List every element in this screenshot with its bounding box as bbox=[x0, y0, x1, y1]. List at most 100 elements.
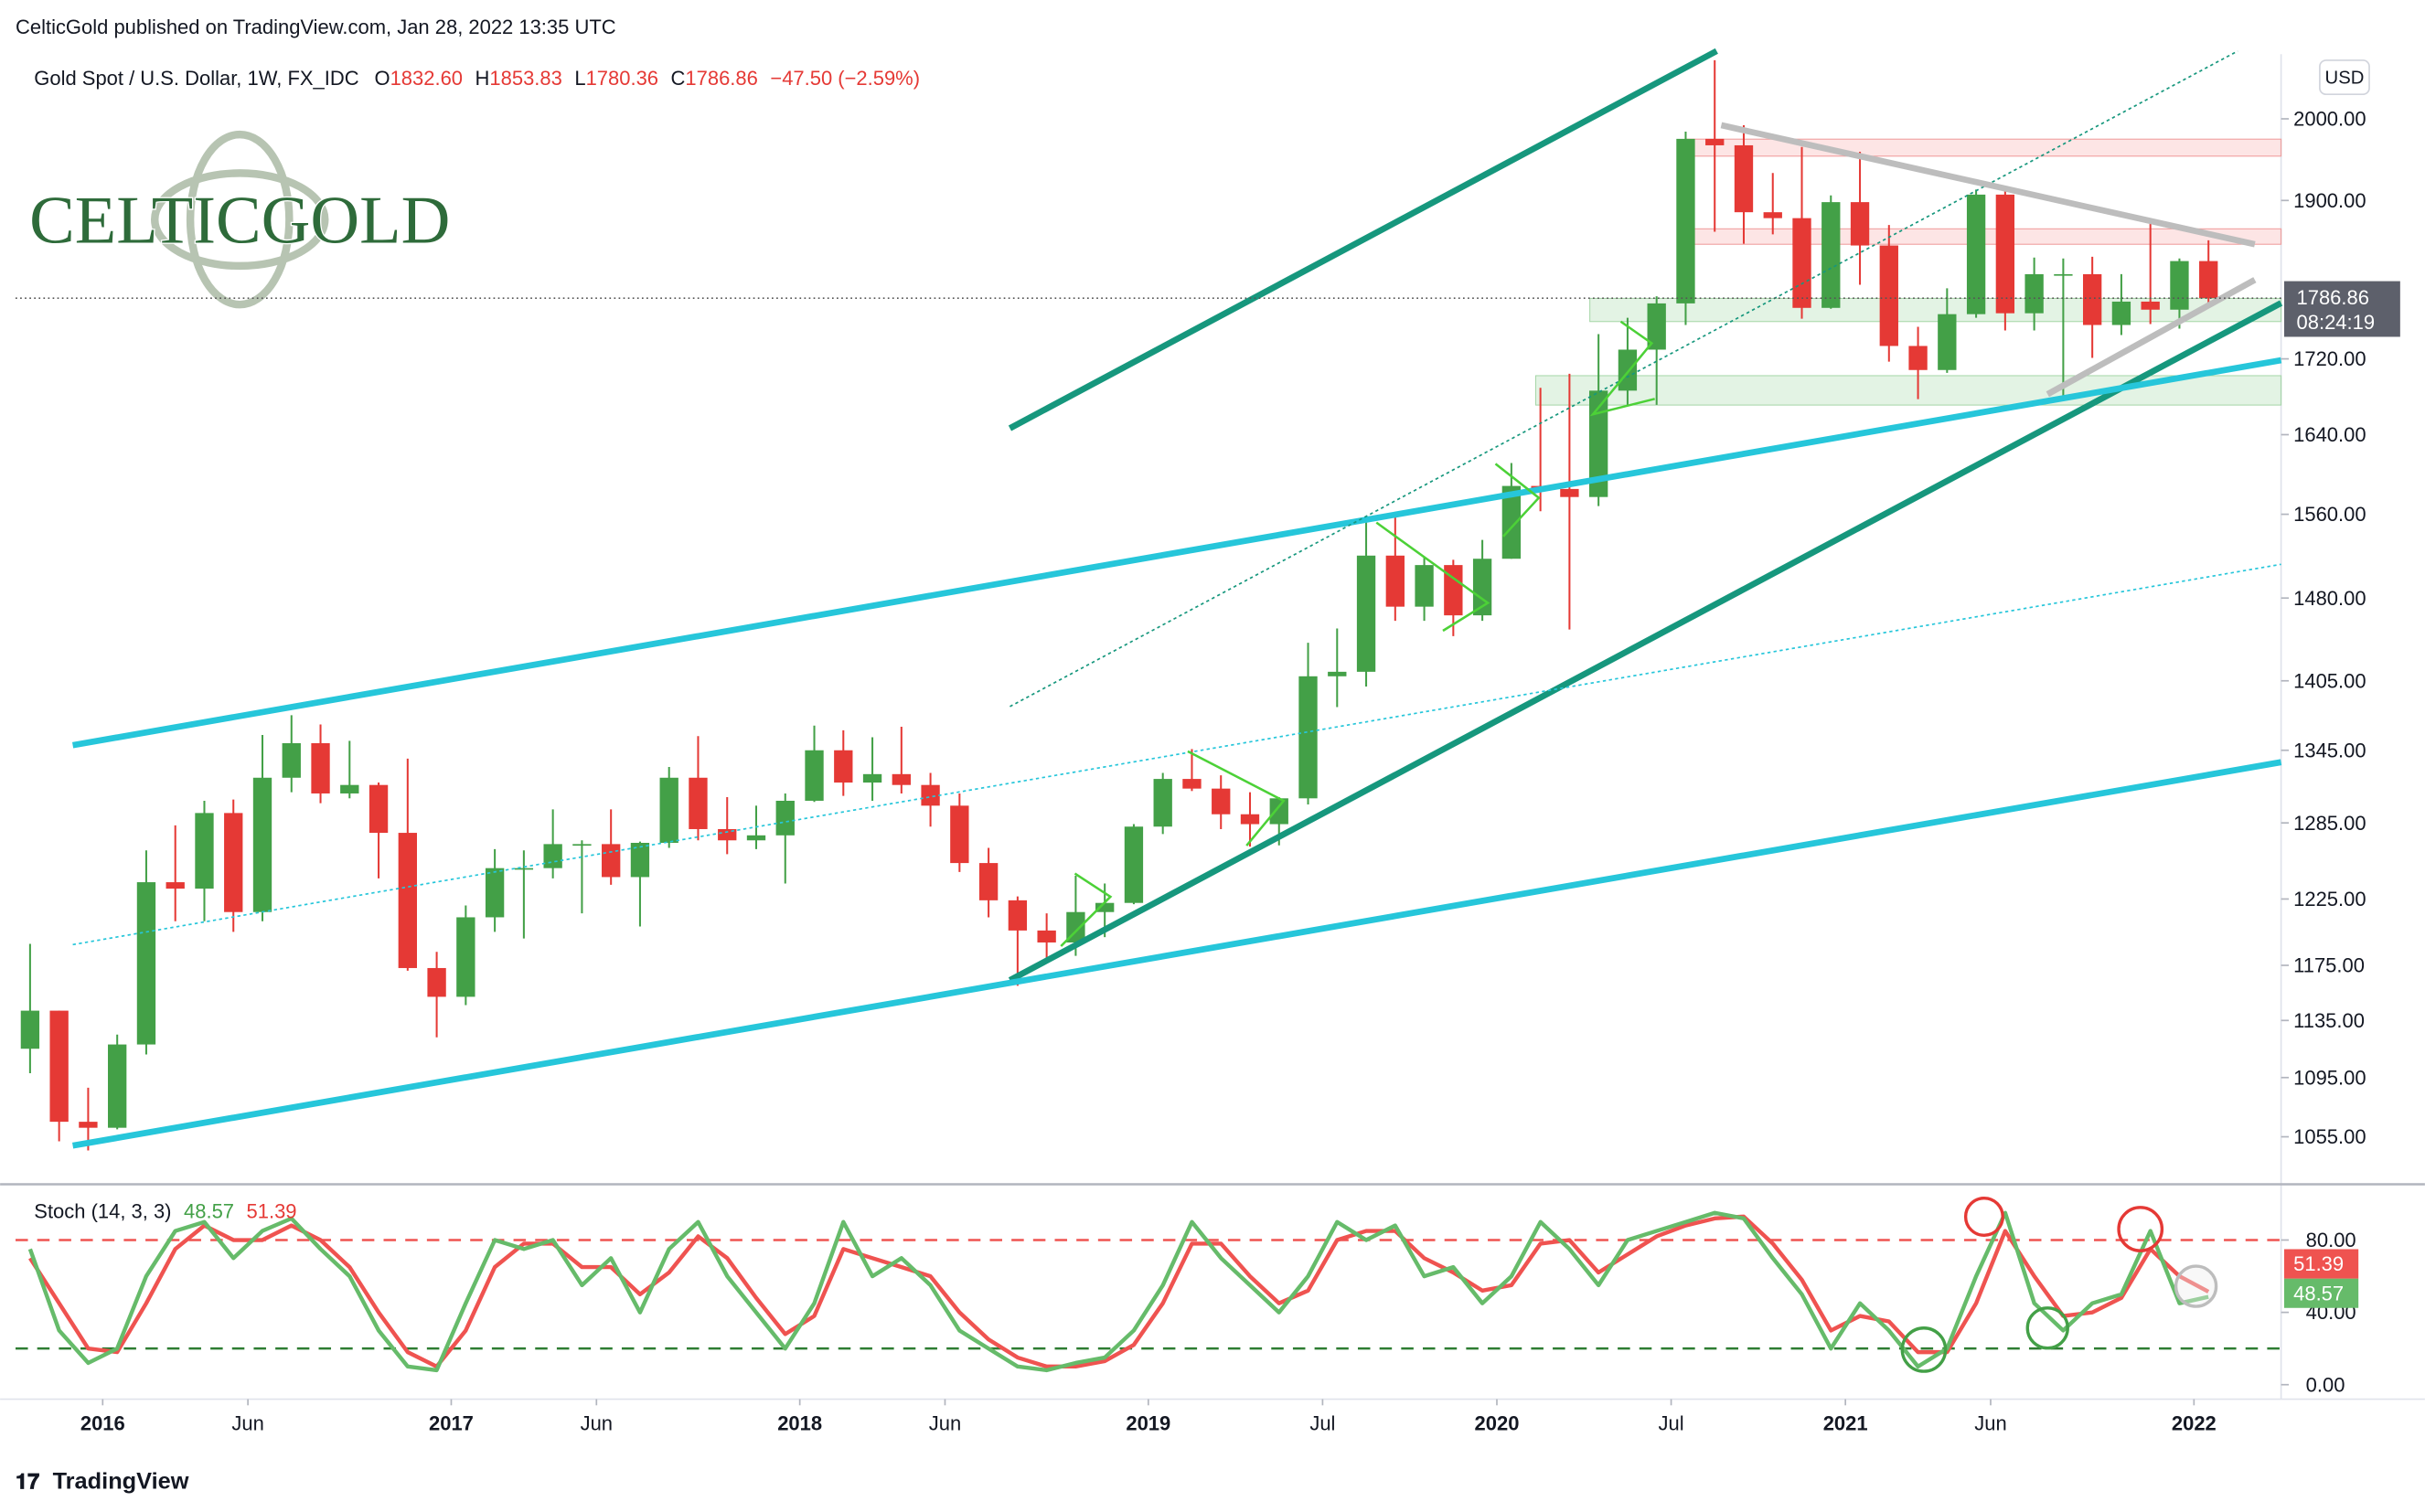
candle-body bbox=[2170, 261, 2189, 310]
stoch-markers bbox=[1900, 1196, 2218, 1373]
candle-body bbox=[1501, 485, 1522, 559]
candle-body bbox=[862, 773, 882, 783]
candle-body bbox=[1588, 390, 1608, 497]
pattern bbox=[1187, 750, 1286, 847]
y-tick-label: 1560.00 bbox=[2293, 503, 2366, 526]
x-tick-label: 2020 bbox=[1475, 1411, 1520, 1434]
pattern bbox=[1375, 521, 1490, 633]
pattern bbox=[1494, 463, 1541, 538]
candle-body bbox=[1850, 202, 1870, 246]
y-tick-label: 1135.00 bbox=[2293, 1009, 2365, 1032]
channel-line bbox=[71, 357, 2282, 749]
candle-body bbox=[2141, 301, 2160, 310]
candle-body bbox=[1444, 565, 1463, 616]
ohlc-key: O bbox=[375, 67, 390, 90]
trend-line bbox=[1008, 48, 1718, 431]
candle-body bbox=[2082, 273, 2102, 325]
series-title: Gold Spot / U.S. Dollar, 1W, FX_IDC bbox=[34, 67, 358, 90]
x-tick-label: 2022 bbox=[2172, 1411, 2217, 1434]
candle-body bbox=[718, 828, 737, 841]
y-tick-label: 1175.00 bbox=[2293, 954, 2365, 977]
candle-body bbox=[166, 882, 185, 889]
candle-body bbox=[921, 784, 940, 806]
logo-text: CELTICGOLD bbox=[29, 184, 450, 259]
candle-body bbox=[602, 844, 621, 878]
footer: 𝟏𝟕 TradingView bbox=[16, 1469, 189, 1495]
marker bbox=[1900, 1326, 1948, 1373]
publisher: CelticGold published on TradingView.com,… bbox=[16, 16, 616, 38]
candle-body bbox=[311, 742, 330, 793]
candle-body bbox=[282, 742, 301, 778]
candle-body bbox=[746, 835, 766, 841]
k-value: 48.57 bbox=[184, 1200, 234, 1223]
candle-body bbox=[1328, 671, 1347, 676]
candle-body bbox=[805, 750, 824, 801]
value-box-label: 48.57 bbox=[2293, 1282, 2344, 1304]
legend: Gold Spot / U.S. Dollar, 1W, FX_IDC O1832… bbox=[34, 67, 920, 90]
x-tick-label: 2021 bbox=[1823, 1411, 1868, 1434]
marker bbox=[1963, 1196, 2004, 1237]
drawings bbox=[71, 48, 2283, 1149]
candle-body bbox=[2199, 261, 2218, 299]
resistance-zone bbox=[1685, 138, 2282, 157]
candle-body bbox=[224, 813, 243, 912]
candle-body bbox=[1879, 245, 1898, 346]
x-tick-label: Jul bbox=[1659, 1411, 1684, 1434]
marker bbox=[2117, 1206, 2164, 1252]
channel-line bbox=[72, 759, 2282, 1149]
support-zone bbox=[1589, 297, 2282, 323]
candle-body bbox=[1938, 314, 1957, 370]
y-tick-label: 1640.00 bbox=[2293, 423, 2366, 446]
candle-body bbox=[49, 1010, 69, 1123]
x-tick-label: Jun bbox=[1974, 1411, 2006, 1434]
x-tick-label: 2019 bbox=[1126, 1411, 1170, 1434]
candle-body bbox=[1763, 212, 1782, 218]
currency: USD bbox=[2325, 68, 2365, 88]
y-tick-label: 1225.00 bbox=[2293, 888, 2366, 910]
candle-body bbox=[630, 843, 650, 878]
x-tick-label: Jun bbox=[929, 1411, 961, 1434]
candle-body bbox=[659, 777, 678, 844]
y-tick-label: 80.00 bbox=[2306, 1229, 2356, 1251]
candle-body bbox=[340, 784, 359, 793]
y-tick-label: 1095.00 bbox=[2293, 1066, 2366, 1089]
candle-body bbox=[1705, 138, 1725, 145]
candle-body bbox=[1240, 814, 1260, 825]
candle-body bbox=[1618, 349, 1638, 391]
candle-body bbox=[1095, 902, 1115, 912]
candle-body bbox=[1676, 138, 1695, 303]
candle-body bbox=[689, 777, 708, 829]
candle-body bbox=[1124, 826, 1144, 903]
candle-body bbox=[20, 1010, 40, 1049]
y-tick-label: 1405.00 bbox=[2293, 669, 2366, 692]
candle-body bbox=[1298, 676, 1318, 799]
candle-body bbox=[1966, 194, 1986, 314]
candle-body bbox=[79, 1122, 98, 1128]
candle-body bbox=[950, 805, 969, 864]
candle-body bbox=[252, 777, 272, 912]
candle-body bbox=[1560, 488, 1579, 497]
logo-knot bbox=[186, 130, 294, 309]
x-tick-label: 2017 bbox=[429, 1411, 474, 1434]
x-tick-label: 2016 bbox=[80, 1411, 125, 1434]
candle-body bbox=[2054, 273, 2073, 276]
candle-body bbox=[369, 784, 389, 834]
ohlc-key: C bbox=[671, 67, 686, 90]
candle-body bbox=[1792, 218, 1811, 308]
ohlc-key: H bbox=[475, 67, 490, 90]
candle-body bbox=[108, 1044, 127, 1128]
ohlc-value: 1853.83 bbox=[489, 67, 561, 90]
x-tick-label: Jun bbox=[231, 1411, 263, 1434]
ohlc-value: 1780.36 bbox=[586, 67, 658, 90]
price-label: 1786.86 bbox=[2297, 286, 2369, 309]
candle-body bbox=[1385, 555, 1405, 607]
y-tick-label: 1720.00 bbox=[2293, 347, 2366, 370]
candle-body bbox=[485, 868, 505, 918]
triangle-line bbox=[1720, 122, 2256, 248]
indicator-title: Stoch (14, 3, 3) bbox=[34, 1200, 171, 1223]
candle-body bbox=[775, 800, 795, 836]
ohlc-key: L bbox=[574, 67, 585, 90]
